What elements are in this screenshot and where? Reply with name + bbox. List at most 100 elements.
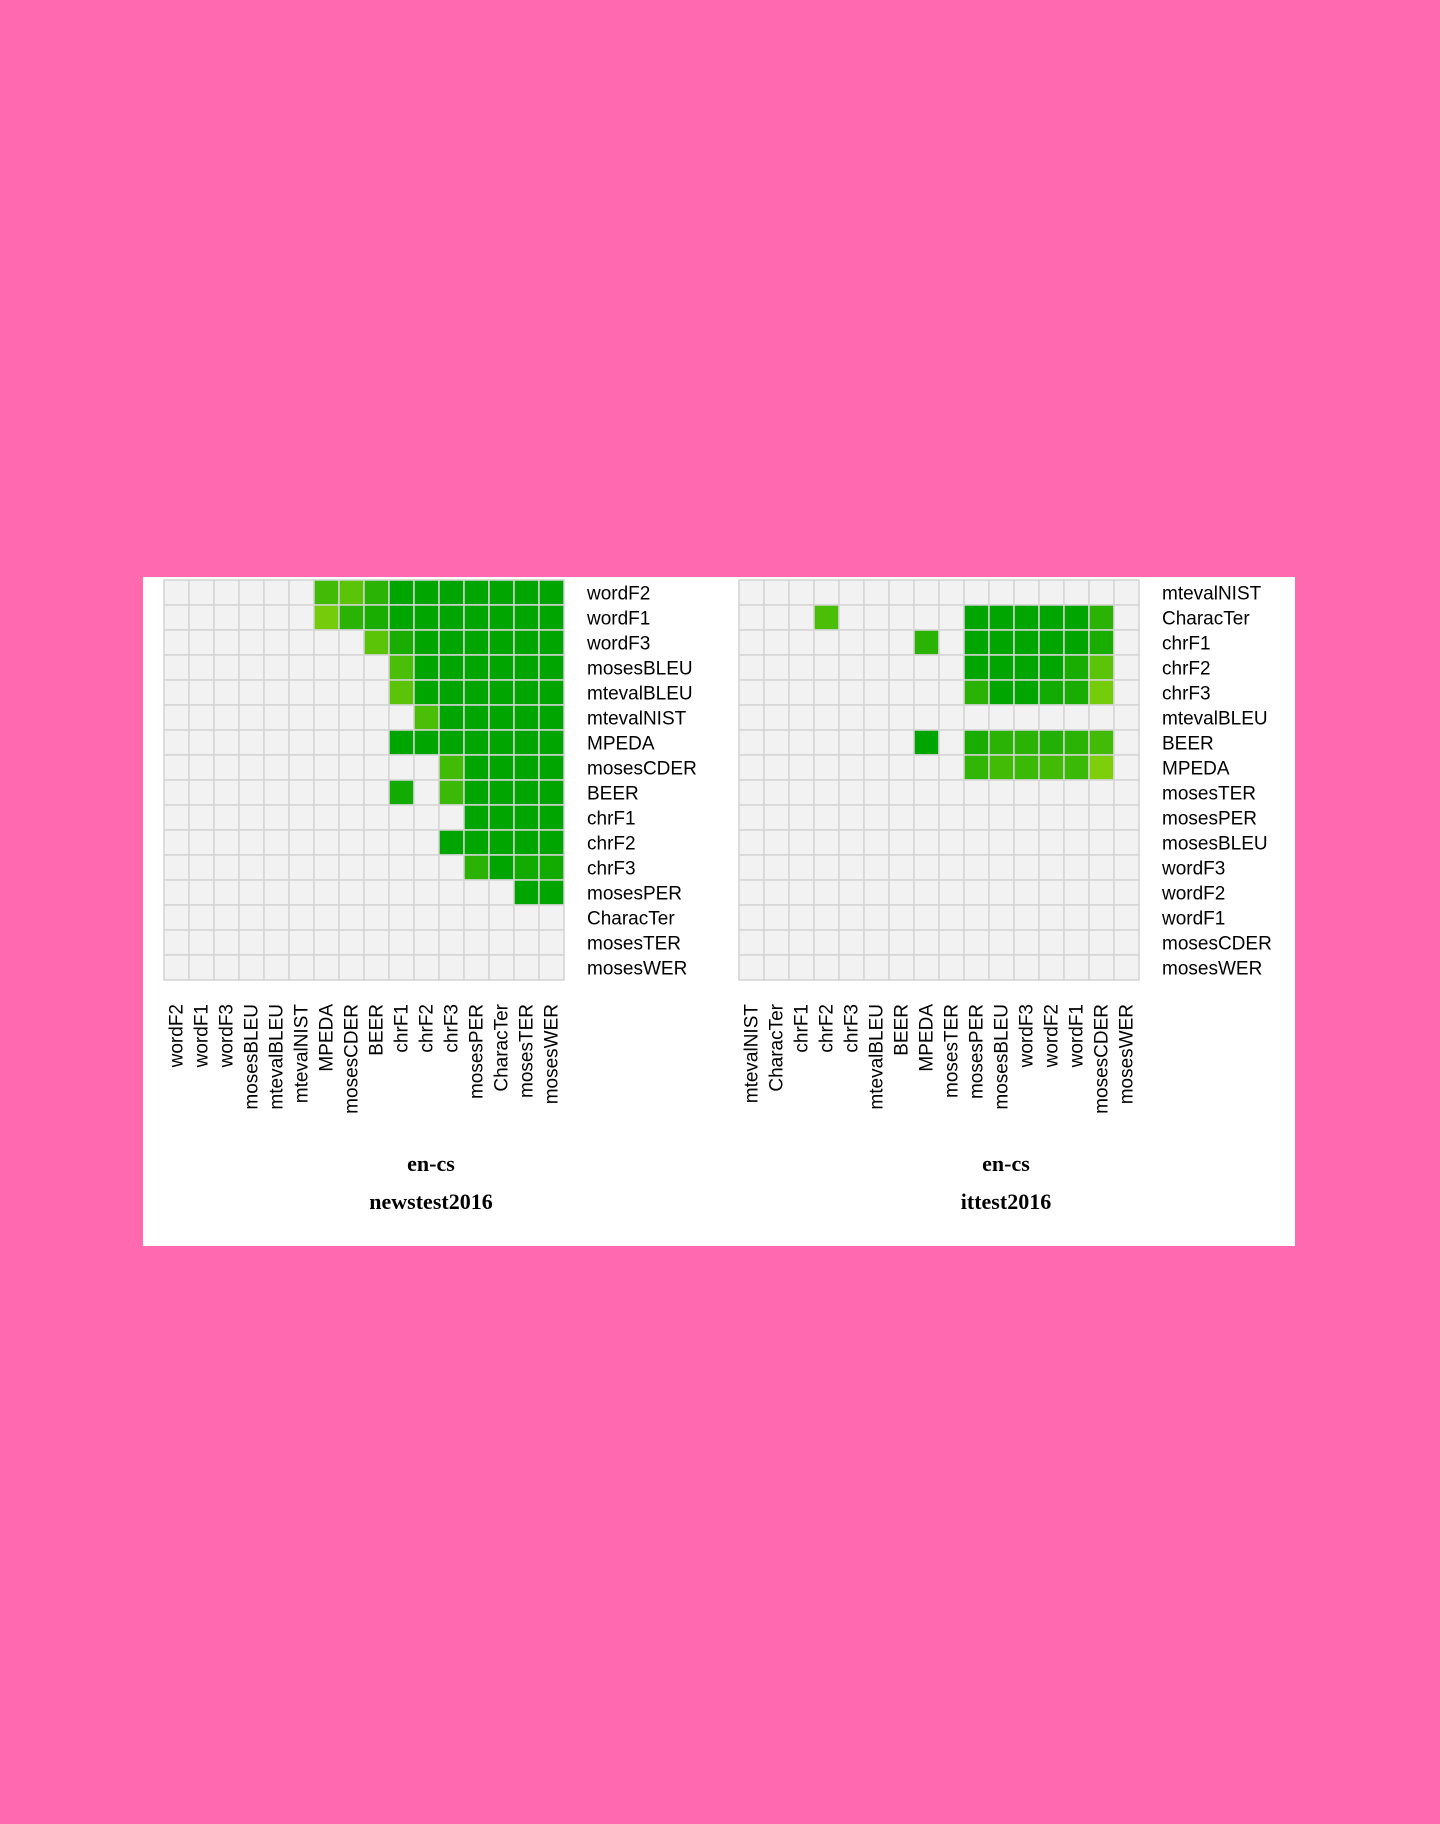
heatmap-cell xyxy=(388,629,415,656)
row-label: mosesPER xyxy=(1162,809,1257,830)
heatmap-cell xyxy=(363,954,390,981)
heatmap-cell xyxy=(838,629,865,656)
heatmap-cell xyxy=(938,679,965,706)
heatmap-cell xyxy=(238,879,265,906)
heatmap-cell xyxy=(763,629,790,656)
heatmap-cell xyxy=(413,929,440,956)
heatmap-cell xyxy=(288,954,315,981)
heatmap-cell xyxy=(363,604,390,631)
heatmap-cell xyxy=(1038,829,1065,856)
heatmap-cells-newstest2016 xyxy=(163,579,565,981)
row-label: chrF1 xyxy=(587,809,636,830)
heatmap-cell xyxy=(738,779,765,806)
heatmap-cell xyxy=(263,779,290,806)
heatmap-cell xyxy=(263,679,290,706)
heatmap-cell xyxy=(288,604,315,631)
heatmap-cell xyxy=(988,629,1015,656)
heatmap-cell xyxy=(388,904,415,931)
heatmap-cell xyxy=(763,579,790,606)
heatmap-cell xyxy=(938,704,965,731)
heatmap-cell xyxy=(963,629,990,656)
heatmap-cell xyxy=(1038,704,1065,731)
heatmap-cell xyxy=(1063,854,1090,881)
heatmap-cell xyxy=(1113,704,1140,731)
column-label: chrF2 xyxy=(817,1004,838,1053)
heatmap-cell xyxy=(1013,829,1040,856)
row-label: mosesWER xyxy=(1162,959,1262,980)
heatmap-cell xyxy=(988,754,1015,781)
heatmap-cell xyxy=(163,954,190,981)
heatmap-cell xyxy=(1088,679,1115,706)
heatmap-cell xyxy=(988,829,1015,856)
heatmap-cell xyxy=(438,854,465,881)
heatmap-cell xyxy=(763,604,790,631)
heatmap-cell xyxy=(463,929,490,956)
heatmap-cell xyxy=(513,779,540,806)
heatmap-cell xyxy=(188,779,215,806)
heatmap-cell xyxy=(813,629,840,656)
heatmap-cell xyxy=(913,729,940,756)
heatmap-cell xyxy=(813,729,840,756)
heatmap-cell xyxy=(1113,629,1140,656)
heatmap-cell xyxy=(863,779,890,806)
heatmap-cell xyxy=(363,879,390,906)
heatmap-cell xyxy=(863,654,890,681)
heatmap-cell xyxy=(313,929,340,956)
heatmap-cell xyxy=(938,954,965,981)
heatmap-cell xyxy=(288,654,315,681)
heatmap-cell xyxy=(1038,729,1065,756)
heatmap-cell xyxy=(213,729,240,756)
heatmap-cell xyxy=(338,854,365,881)
column-label: mtevalBLEU xyxy=(267,1004,288,1110)
heatmap-cell xyxy=(1063,679,1090,706)
heatmap-cell xyxy=(413,604,440,631)
heatmap-cell xyxy=(888,579,915,606)
heatmap-cell xyxy=(288,829,315,856)
row-label: mtevalNIST xyxy=(1162,584,1262,605)
heatmap-title-ittest2016: ittest2016 xyxy=(961,1189,1051,1214)
heatmap-cell xyxy=(938,904,965,931)
heatmap-cell xyxy=(988,954,1015,981)
heatmap-cell xyxy=(888,954,915,981)
heatmap-cell xyxy=(763,779,790,806)
heatmap-cell xyxy=(1063,804,1090,831)
heatmap-cell xyxy=(438,879,465,906)
heatmap-cell xyxy=(538,904,565,931)
heatmap-cell xyxy=(913,579,940,606)
column-label: wordF3 xyxy=(217,1004,238,1068)
heatmap-cell xyxy=(313,904,340,931)
heatmap-cell xyxy=(913,779,940,806)
heatmap-cell xyxy=(1063,704,1090,731)
heatmap-cell xyxy=(913,804,940,831)
heatmap-cell xyxy=(438,829,465,856)
heatmap-cell xyxy=(788,604,815,631)
heatmap-cell xyxy=(488,729,515,756)
heatmap-cell xyxy=(888,604,915,631)
heatmap-cell xyxy=(1038,904,1065,931)
heatmap-cell xyxy=(1088,604,1115,631)
heatmap-cell xyxy=(863,729,890,756)
heatmap-cell xyxy=(1088,854,1115,881)
column-label: mtevalBLEU xyxy=(867,1004,888,1110)
column-label: wordF1 xyxy=(1067,1004,1088,1068)
heatmap-cell xyxy=(238,654,265,681)
heatmap-cell xyxy=(313,654,340,681)
heatmap-cell xyxy=(863,904,890,931)
heatmap-cell xyxy=(963,879,990,906)
column-label: mosesBLEU xyxy=(242,1004,263,1110)
heatmap-cell xyxy=(763,854,790,881)
heatmap-cell xyxy=(988,654,1015,681)
row-label: mosesBLEU xyxy=(587,659,693,680)
heatmap-cell xyxy=(338,629,365,656)
heatmap-cell xyxy=(388,779,415,806)
column-label: mosesPER xyxy=(467,1004,488,1099)
heatmap-cell xyxy=(1063,779,1090,806)
heatmap-cell xyxy=(1088,929,1115,956)
column-label: mosesWER xyxy=(1117,1004,1138,1104)
heatmap-cell xyxy=(988,929,1015,956)
heatmap-cell xyxy=(288,779,315,806)
heatmap-cell xyxy=(388,754,415,781)
heatmap-cell xyxy=(538,754,565,781)
heatmap-cell xyxy=(338,879,365,906)
heatmap-cell xyxy=(1063,654,1090,681)
